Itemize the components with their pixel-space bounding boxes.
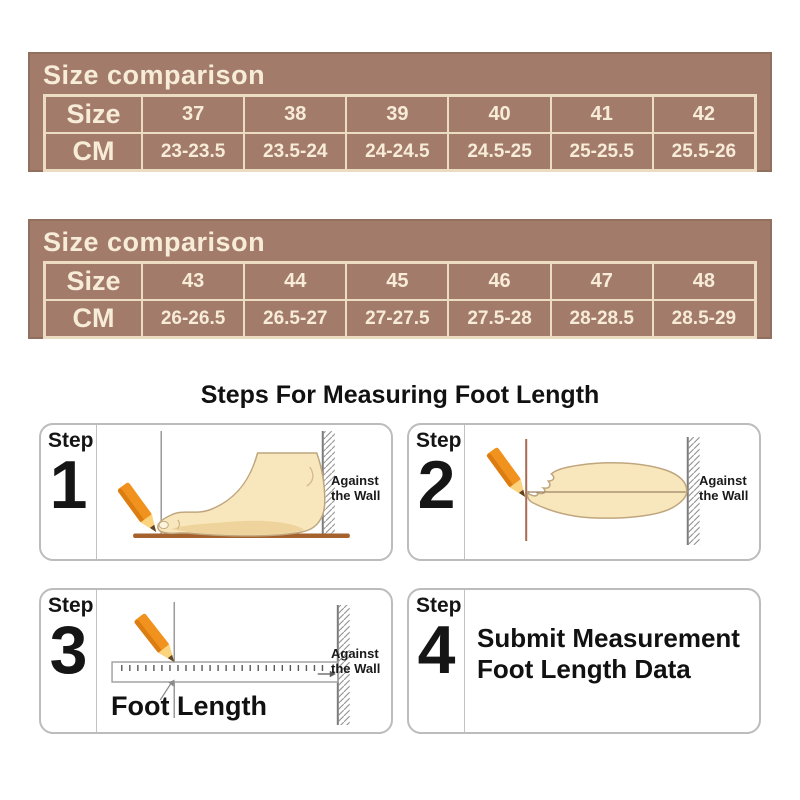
cm-value: 28-28.5 [550,300,653,337]
foot-side-view-illustration [116,431,350,538]
pencil-icon [133,612,180,667]
cm-value: 25.5-26 [652,133,755,170]
size-value: 46 [448,263,551,300]
size-table-grid: Size 43 44 45 46 47 48 CM 26-26.5 26.5-2… [43,261,757,339]
foot-side-shape [157,452,326,537]
step-number: 3 [49,612,88,688]
size-table-title: Size comparison [43,227,266,257]
steps-grid: Step 1 [39,423,761,734]
step-3-illustration: Foot Length Against the Wall [97,590,391,732]
size-table-43-48: Size comparison Size 43 44 45 46 47 48 C… [28,219,772,339]
step-4-index: Step 4 [409,590,465,732]
size-value: 45 [346,263,449,300]
steps-heading: Steps For Measuring Foot Length [200,381,600,409]
ruler-illustration [111,602,350,725]
cm-value: 24.5-25 [448,133,551,170]
step-number: 1 [49,447,88,523]
size-table-title: Size comparison [43,60,266,90]
foot-top-shape [526,461,688,519]
size-value: 41 [550,96,653,133]
row-label-size: Size [45,263,142,300]
cm-value: 28.5-29 [652,300,755,337]
step-4-card: Step 4 Submit Measurement Foot Length Da… [407,588,761,734]
ruler-shape [111,661,339,683]
wall-hatching [323,431,335,535]
against-wall-label: Against the Wall [331,646,381,676]
size-value: 47 [550,263,653,300]
wall-hatching [338,605,350,725]
cm-value: 26.5-27 [244,300,347,337]
against-wall-label: Against the Wall [699,473,749,503]
size-value: 38 [244,96,347,133]
step-1-card: Step 1 [39,423,393,561]
foot-length-label: Foot Length [111,691,267,721]
cm-value: 23-23.5 [142,133,245,170]
size-value: 39 [346,96,449,133]
row-label-cm: CM [45,300,142,337]
size-value: 48 [652,263,755,300]
cm-value: 27-27.5 [346,300,449,337]
row-label-cm: CM [45,133,142,170]
step-2-card: Step 2 [407,423,761,561]
cm-value: 24-24.5 [346,133,449,170]
wall-hatching [688,437,700,545]
cm-value: 26-26.5 [142,300,245,337]
step-number: 2 [417,447,456,523]
cm-value: 27.5-28 [448,300,551,337]
size-value: 43 [142,263,245,300]
step-number: 4 [417,612,456,688]
step-2-illustration: Against the Wall [465,425,759,559]
step-3-index: Step 3 [41,590,97,732]
size-value: 44 [244,263,347,300]
size-value: 42 [652,96,755,133]
pencil-icon [485,446,531,502]
submit-measurement-text: Submit Measurement Foot Length Data [477,623,740,684]
foot-top-view-illustration [485,437,700,545]
pencil-icon [116,481,162,537]
step-3-card: Step 3 [39,588,393,734]
size-table-grid: Size 37 38 39 40 41 42 CM 23-23.5 23.5-2… [43,94,757,172]
step-2-index: Step 2 [409,425,465,559]
against-wall-label: Against the Wall [331,473,381,503]
cm-value: 25-25.5 [550,133,653,170]
step-1-index: Step 1 [41,425,97,559]
size-value: 37 [142,96,245,133]
size-table-37-42: Size comparison Size 37 38 39 40 41 42 C… [28,52,772,172]
row-label-size: Size [45,96,142,133]
cm-value: 23.5-24 [244,133,347,170]
step-1-illustration: Against the Wall [97,425,391,559]
size-value: 40 [448,96,551,133]
pointer-arrow [159,679,175,701]
